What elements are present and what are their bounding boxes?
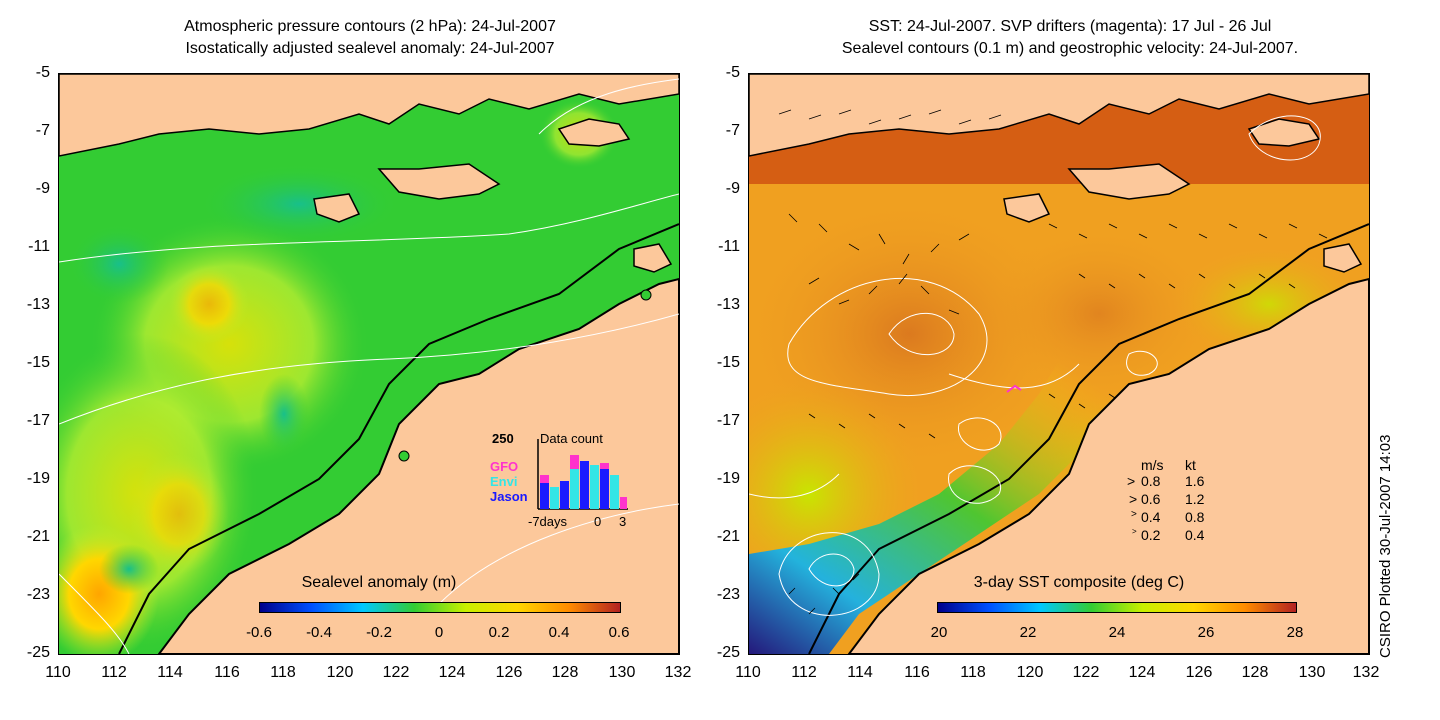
legend-row-kt: 1.6 [1185, 473, 1205, 489]
left-ytick: -5 [35, 64, 50, 81]
velocity-arrows [778, 109, 1328, 615]
right-colorbar-label-2: 24 [1108, 624, 1126, 641]
right-xtick: 112 [791, 664, 817, 681]
legend-row-ms: 0.2 [1141, 527, 1161, 543]
right-title-line1: SST: 24-Jul-2007. SVP drifters (magenta)… [868, 18, 1272, 35]
legend-header-ms: m/s [1141, 457, 1164, 473]
left-xtick: 128 [551, 664, 579, 681]
left-colorbar-label-1: -0.4 [306, 624, 332, 641]
legend-row-kt: 0.4 [1185, 527, 1205, 543]
legend-arrow-icon: > [1127, 473, 1136, 489]
left-colorbar [259, 602, 621, 613]
right-ytick: -25 [716, 644, 740, 661]
legend-row-kt: 0.8 [1185, 509, 1205, 525]
right-colorbar [937, 602, 1297, 613]
right-xtick: 120 [1016, 664, 1044, 681]
left-xtick: 126 [495, 664, 523, 681]
inset-series-envi: Envi [490, 474, 518, 489]
left-xtick: 114 [157, 664, 183, 681]
right-xtick: 122 [1072, 664, 1100, 681]
left-ytick: -7 [35, 122, 50, 139]
right-title-line2: Sealevel contours (0.1 m) and geostrophi… [841, 40, 1299, 57]
inset-series-gfo: GFO [490, 459, 519, 474]
sst-map [749, 74, 1369, 654]
right-xtick: 126 [1185, 664, 1213, 681]
left-map: 250 Data count GFO Envi Jason -7days 0 3… [58, 73, 680, 655]
left-xtick: 132 [664, 664, 692, 681]
left-ytick: -11 [28, 238, 50, 255]
left-ytick: -21 [26, 528, 50, 545]
legend-row-ms: 0.6 [1141, 491, 1161, 507]
legend-row-ms: 0.8 [1141, 473, 1161, 489]
legend-arrow-icon: > [1131, 509, 1137, 520]
left-xtick: 122 [382, 664, 410, 681]
right-ytick: -23 [716, 586, 740, 603]
legend-row-kt: 1.2 [1185, 491, 1205, 507]
right-ytick: -5 [725, 64, 740, 81]
right-colorbar-label-3: 26 [1197, 624, 1215, 641]
right-colorbar-label-4: 28 [1286, 624, 1304, 641]
left-ytick: -25 [26, 644, 50, 661]
right-ytick: -11 [718, 238, 740, 255]
right-map: m/s kt > 0.8 1.6 > 0.6 1.2 > 0.4 0.8 > 0… [748, 73, 1370, 655]
right-ytick: -19 [716, 470, 740, 487]
left-xtick: 130 [608, 664, 636, 681]
legend-arrow-icon: > [1132, 527, 1137, 536]
right-ytick: -17 [716, 412, 740, 429]
inset-top-value: 250 [492, 431, 514, 446]
inset-x-label-zero: 0 [594, 514, 602, 529]
right-ytick: -7 [725, 122, 740, 139]
inset-series-jason: Jason [490, 489, 528, 504]
velocity-legend: m/s kt > 0.8 1.6 > 0.6 1.2 > 0.4 0.8 > 0… [1127, 457, 1249, 547]
inset-x-label-start: -7days [528, 514, 568, 529]
left-title-line1: Atmospheric pressure contours (2 hPa): 2… [184, 18, 556, 35]
left-colorbar-label-5: 0.4 [548, 624, 570, 641]
right-ytick: -21 [716, 528, 740, 545]
legend-row-ms: 0.4 [1141, 509, 1161, 525]
right-xtick: 116 [904, 664, 930, 681]
right-colorbar-label-0: 20 [930, 624, 948, 641]
data-count-inset: 250 Data count GFO Envi Jason -7days 0 3 [484, 429, 664, 539]
left-xtick: 124 [438, 664, 466, 681]
right-xtick: 132 [1352, 664, 1380, 681]
left-colorbar-label-0: -0.6 [246, 624, 272, 641]
inset-x-label-end: 3 [619, 514, 627, 529]
sealevel-anomaly-map [59, 74, 679, 654]
left-colorbar-label-6: 0.6 [608, 624, 630, 641]
left-xtick: 112 [101, 664, 127, 681]
legend-arrow-icon: > [1129, 491, 1138, 507]
right-xtick: 118 [960, 664, 986, 681]
inset-histogram [537, 439, 628, 510]
left-colorbar-label-2: -0.2 [366, 624, 392, 641]
left-xtick: 120 [326, 664, 354, 681]
right-colorbar-title: 3-day SST composite (deg C) [973, 574, 1185, 591]
right-ytick: -15 [716, 354, 740, 371]
left-xtick: 116 [214, 664, 240, 681]
right-xtick: 130 [1298, 664, 1326, 681]
left-colorbar-label-4: 0.2 [488, 624, 510, 641]
right-ytick: -9 [725, 180, 740, 197]
left-ytick: -9 [35, 180, 50, 197]
right-xtick: 110 [735, 664, 761, 681]
left-ytick: -15 [26, 354, 50, 371]
right-xtick: 114 [847, 664, 873, 681]
left-ytick: -19 [26, 470, 50, 487]
inset-title: Data count [540, 431, 603, 446]
credit-text: CSIRO Plotted 30-Jul-2007 14:03 [1377, 434, 1394, 658]
legend-header-kt: kt [1185, 457, 1196, 473]
left-ytick: -17 [26, 412, 50, 429]
right-ytick: -13 [716, 296, 740, 313]
left-ytick: -23 [26, 586, 50, 603]
left-xtick: 110 [45, 664, 71, 681]
left-xtick: 118 [270, 664, 296, 681]
inset-bars [540, 455, 627, 509]
right-xtick: 128 [1241, 664, 1269, 681]
left-ytick: -13 [26, 296, 50, 313]
left-colorbar-label-3: 0 [434, 624, 444, 641]
left-title-line2: Isostatically adjusted sealevel anomaly:… [185, 40, 555, 57]
right-colorbar-label-1: 22 [1019, 624, 1037, 641]
left-colorbar-title: Sealevel anomaly (m) [301, 574, 457, 591]
right-xtick: 124 [1128, 664, 1156, 681]
